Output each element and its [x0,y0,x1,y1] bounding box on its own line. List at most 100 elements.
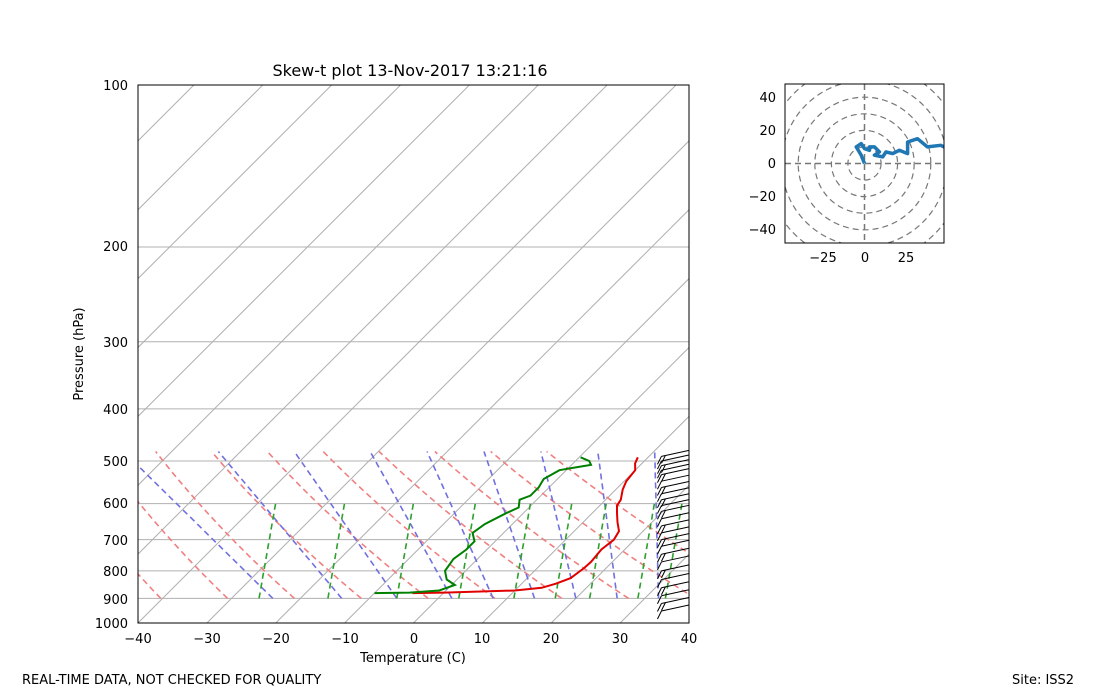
wind-barb-flag [657,499,662,508]
wind-barb-flag [657,553,662,563]
dry-adiabat-line [138,572,162,599]
mixing-ratio-line [327,503,346,599]
hodograph-line [854,136,944,165]
x-tick-label: −40 [124,632,151,647]
wind-barb-flag [657,525,662,535]
y-tick-label: 400 [103,403,128,418]
wind-barb-flag [661,455,666,464]
mixing-ratio-line [637,503,656,599]
mixing-ratio-line [664,503,683,599]
dry-adiabat-line [155,451,295,599]
wind-barb-shaft [661,533,690,541]
wind-barb-flag [657,546,662,555]
wind-barb [657,555,690,571]
skewt-plot-area [0,85,689,623]
y-tick-label: 800 [103,565,128,580]
x-tick-label: −30 [193,632,220,647]
dry-adiabat-line [210,450,362,600]
moist-adiabat-line [653,451,660,599]
wind-barb [657,533,690,548]
wind-barb-shaft [661,597,690,605]
wind-barb [657,463,690,479]
y-tick-label: 900 [103,593,128,608]
y-tick-label: 100 [103,79,128,94]
isotherm-line [138,85,470,418]
y-tick-label: 500 [103,455,128,470]
x-tick-label: −20 [262,632,289,647]
isotherm-line [482,415,689,623]
skewt-panel: Skew-t plot 13-Nov-2017 13:21:16 −40 −30… [0,61,697,666]
isotherm-line [138,85,401,349]
moist-adiabat-line [293,451,398,599]
wind-barb-shaft [661,474,690,482]
y-tick-label: 1000 [95,617,128,632]
isotherm-line [619,553,689,623]
x-tick-label: −10 [331,632,358,647]
dry-adiabats [0,450,689,600]
wind-barb [657,539,690,555]
hodo-y-tick-label: −40 [749,223,776,238]
moist-adiabat-line [483,451,536,599]
wind-barb [657,604,690,620]
wind-barb [657,547,690,563]
hodo-x-tick-label: −25 [809,251,836,266]
wind-barb [657,564,690,580]
dry-adiabat-line [378,450,563,600]
y-axis-label: Pressure (hPa) [72,307,87,400]
wind-barb [657,512,690,527]
y-tick-label: 700 [103,534,128,549]
wind-barb-shaft [661,481,690,489]
wind-barb [657,597,690,612]
isotherm-line [138,85,332,280]
x-tick-label: 0 [410,632,418,647]
temperature-profile-line [412,456,639,595]
dry-adiabat-line [0,452,94,599]
wind-barb [657,499,690,514]
dry-adiabat-line [322,450,496,600]
wind-barb-shaft [661,504,690,512]
wind-barb-flag [657,505,662,514]
hodo-x-tick-label: 25 [898,251,915,266]
isotherm-line [206,140,689,623]
wind-barb-shaft [661,564,690,572]
wind-barb-flag [657,603,662,612]
x-tick-label: 10 [474,632,491,647]
wind-barb-flag [657,460,662,470]
hodograph-ring [814,113,915,214]
moist-adiabat-line [217,450,343,599]
moist-adiabat-line [138,464,274,599]
wind-barb-shaft [661,493,690,501]
moist-adiabats [138,450,660,599]
wind-barb-flag [657,595,662,604]
x-axis-ticks: −40 −30 −20 −10 0 10 20 30 40 [124,632,697,647]
quality-disclaimer: REAL-TIME DATA, NOT CHECKED FOR QUALITY [22,673,322,688]
hodograph-x-ticks: −25 0 25 [809,251,914,266]
mixing-ratio-line [396,503,415,599]
wind-barb-flag [657,518,662,527]
x-tick-label: 40 [681,632,698,647]
wind-barb-shaft [661,526,690,534]
wind-barb-flag [657,570,662,580]
wind-barb [657,487,690,502]
wind-barb-flag [661,510,666,519]
moist-adiabat-line [597,451,618,599]
skew-isotherms [138,85,689,623]
wind-barb-flag [657,469,662,479]
skewt-frame [137,84,690,624]
hodo-y-tick-label: −20 [749,190,776,205]
wind-barb [657,581,690,596]
x-tick-label: 20 [543,632,560,647]
hodo-y-tick-label: 20 [759,124,776,139]
wind-barb-flag [661,586,666,595]
wind-barb-shaft [661,487,690,495]
isotherm-line [550,484,689,623]
wind-barb [657,589,690,604]
mixing-ratio-line [588,503,607,599]
x-axis-label: Temperature (C) [359,651,466,666]
isotherm-line [413,346,689,623]
isotherm-line [138,85,677,623]
wind-barb [657,454,690,470]
hodograph-panel: 40 20 0 −20 −40 −25 0 25 [749,83,945,266]
wind-barb-flag [657,465,662,474]
